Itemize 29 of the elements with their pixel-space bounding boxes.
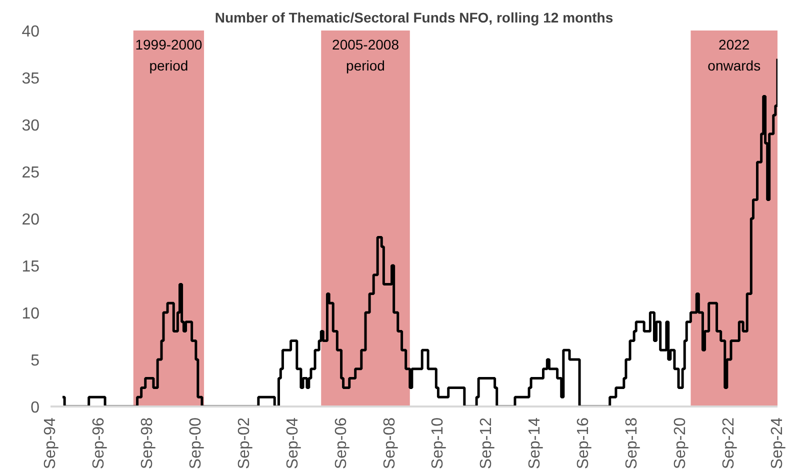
y-tick-label: 25 [22,164,40,182]
x-tick-label: Sep-18 [624,417,641,470]
x-tick-label: Sep-00 [187,417,204,470]
x-tick-label: Sep-20 [672,417,690,470]
chart-title: Number of Thematic/Sectoral Funds NFO, rolling 12 months [214,10,614,26]
x-tick-label: Sep-98 [138,417,156,470]
x-tick-label: Sep-02 [236,417,253,470]
y-tick-label: 35 [22,70,40,88]
x-tick-label: Sep-12 [478,417,496,470]
y-tick-label: 5 [30,352,40,370]
x-tick-label: Sep-16 [575,417,592,470]
y-tick-label: 15 [22,258,40,276]
y-tick-label: 30 [22,118,40,134]
x-tick-label: Sep-08 [381,417,398,470]
x-tick-label: Sep-22 [720,417,738,470]
y-tick-label: 0 [30,400,40,416]
y-tick-label: 20 [22,212,40,228]
band-label: 2005-2008 period [332,36,400,74]
x-tick-label: Sep-10 [430,417,447,470]
x-tick-label: Sep-94 [42,417,59,470]
x-tick-label: Sep-96 [90,417,108,470]
band-label: 2022 onwards [708,36,761,74]
y-tick-label: 10 [22,306,40,322]
x-tick-label: Sep-04 [284,417,302,470]
y-tick-label: 40 [22,24,40,40]
x-tick-label: Sep-14 [526,417,544,470]
x-tick-label: Sep-24 [769,417,786,470]
x-tick-label: Sep-06 [332,417,350,470]
band-label: 1999-2000 period [135,36,202,74]
